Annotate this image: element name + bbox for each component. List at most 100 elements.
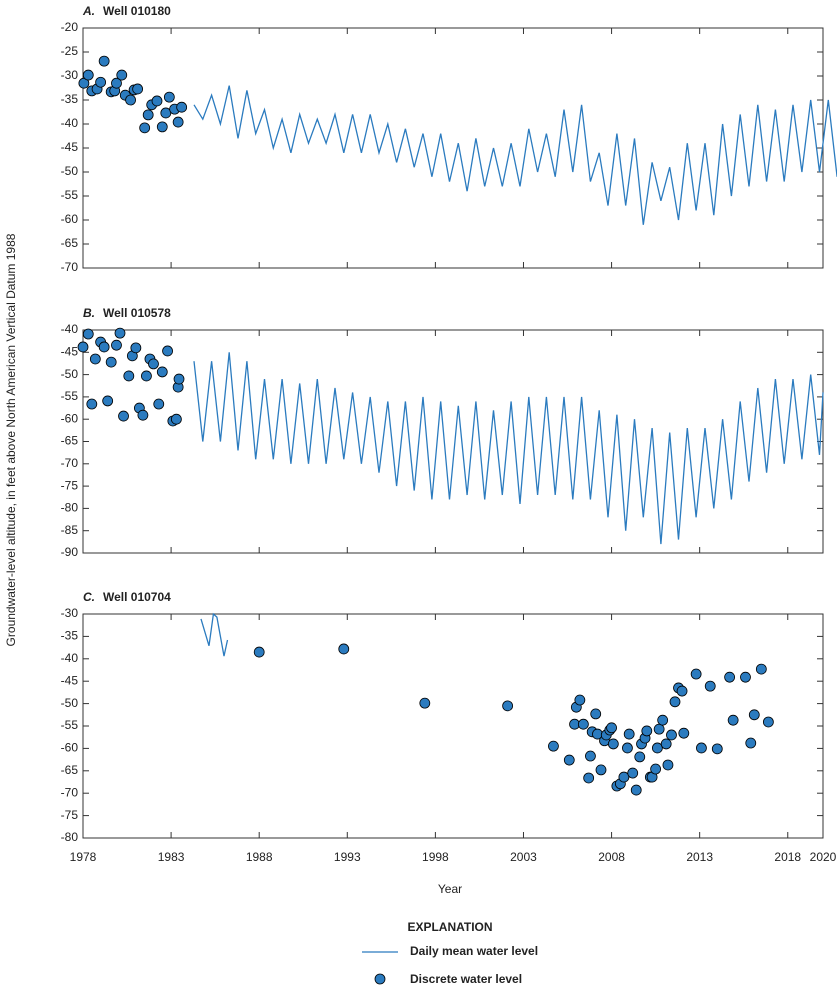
discrete-point (153, 398, 165, 410)
discrete-point (660, 738, 672, 750)
discrete-point (727, 714, 739, 726)
discrete-point (98, 341, 110, 353)
y-tick-label: -35 (61, 92, 79, 106)
y-tick-label: -65 (61, 434, 79, 448)
discrete-point (123, 370, 135, 382)
y-tick-label: -50 (61, 696, 79, 710)
discrete-point (160, 107, 172, 119)
y-tick-label: -45 (61, 673, 79, 687)
discrete-point (740, 671, 751, 683)
discrete-point (657, 714, 669, 726)
discrete-point (630, 784, 642, 796)
legend-label: Daily mean water level (410, 944, 538, 958)
x-tick-label: 2018 (774, 850, 801, 864)
x-tick-label: 1993 (334, 850, 361, 864)
y-tick-label: -40 (61, 116, 79, 130)
discrete-point (82, 69, 94, 81)
discrete-point (125, 94, 136, 106)
discrete-point (696, 742, 707, 754)
discrete-point (704, 680, 716, 692)
discrete-point (139, 122, 151, 134)
y-tick-label: -40 (61, 322, 79, 336)
discrete-point (77, 341, 89, 353)
discrete-point (607, 738, 619, 750)
discrete-point (142, 109, 154, 121)
discrete-point (745, 737, 757, 749)
y-tick-label: -30 (61, 606, 79, 620)
y-tick-label: -60 (61, 212, 79, 226)
y-tick-label: -85 (61, 523, 79, 537)
y-tick-label: -75 (61, 808, 79, 822)
legend-marker (374, 973, 386, 985)
discrete-point (141, 370, 152, 382)
discrete-point (172, 116, 184, 128)
discrete-point (650, 763, 662, 775)
discrete-point (755, 663, 767, 675)
discrete-point (606, 722, 617, 734)
discrete-point (574, 694, 586, 706)
discrete-point (253, 646, 265, 658)
discrete-point (170, 413, 182, 425)
y-tick-label: -35 (61, 629, 79, 643)
discrete-point (585, 750, 596, 762)
y-tick-label: -50 (61, 367, 79, 381)
discrete-point (666, 729, 677, 741)
x-tick-label: 2013 (686, 850, 713, 864)
y-tick-label: -25 (61, 44, 79, 58)
water-level-line (200, 612, 229, 657)
discrete-point (132, 83, 144, 95)
y-tick-label: -75 (61, 478, 79, 492)
discrete-point (676, 685, 688, 697)
discrete-point (502, 700, 514, 712)
discrete-point (618, 771, 630, 783)
discrete-point (116, 69, 128, 81)
discrete-point (590, 708, 602, 720)
y-tick-label: -70 (61, 456, 79, 470)
discrete-point (156, 121, 168, 133)
y-tick-label: -65 (61, 236, 79, 250)
y-tick-label: -55 (61, 188, 79, 202)
panel-label: B. (83, 306, 95, 320)
discrete-point (114, 327, 126, 339)
discrete-point (78, 77, 90, 89)
discrete-point (690, 668, 702, 680)
y-tick-label: -45 (61, 140, 79, 154)
plot-frame (82, 329, 824, 554)
y-tick-label: -70 (61, 785, 79, 799)
panel-title: Well 010578 (103, 306, 171, 320)
legend-label: Discrete water level (410, 972, 522, 986)
y-tick-label: -20 (61, 20, 79, 34)
plot-frame (82, 613, 824, 839)
discrete-point (98, 55, 110, 67)
discrete-point (669, 696, 681, 708)
y-tick-label: -60 (61, 411, 79, 425)
y-axis-label: Groundwater-level altitude, in feet abov… (4, 233, 18, 646)
discrete-point (102, 395, 114, 407)
y-tick-label: -70 (61, 260, 79, 274)
water-level-line (193, 352, 824, 545)
discrete-point (662, 759, 674, 771)
x-tick-label: 2020 (810, 850, 837, 864)
x-tick-label: 1978 (70, 850, 97, 864)
discrete-point (627, 767, 639, 779)
y-tick-label: -60 (61, 741, 79, 755)
legend-title: EXPLANATION (407, 920, 492, 934)
discrete-point (156, 366, 168, 378)
panel-label: C. (83, 590, 95, 604)
discrete-point (595, 764, 607, 776)
y-tick-label: -90 (61, 545, 79, 559)
discrete-point (641, 725, 653, 737)
discrete-point (163, 91, 175, 103)
discrete-point (111, 77, 122, 89)
discrete-point (653, 723, 665, 735)
discrete-point (651, 742, 663, 754)
x-axis-label: Year (438, 882, 462, 896)
discrete-point (724, 671, 736, 683)
discrete-point (623, 728, 635, 740)
discrete-point (338, 643, 350, 655)
x-tick-label: 1983 (158, 850, 185, 864)
water-level-line (193, 85, 837, 225)
y-tick-label: -30 (61, 68, 79, 82)
y-tick-label: -80 (61, 830, 79, 844)
